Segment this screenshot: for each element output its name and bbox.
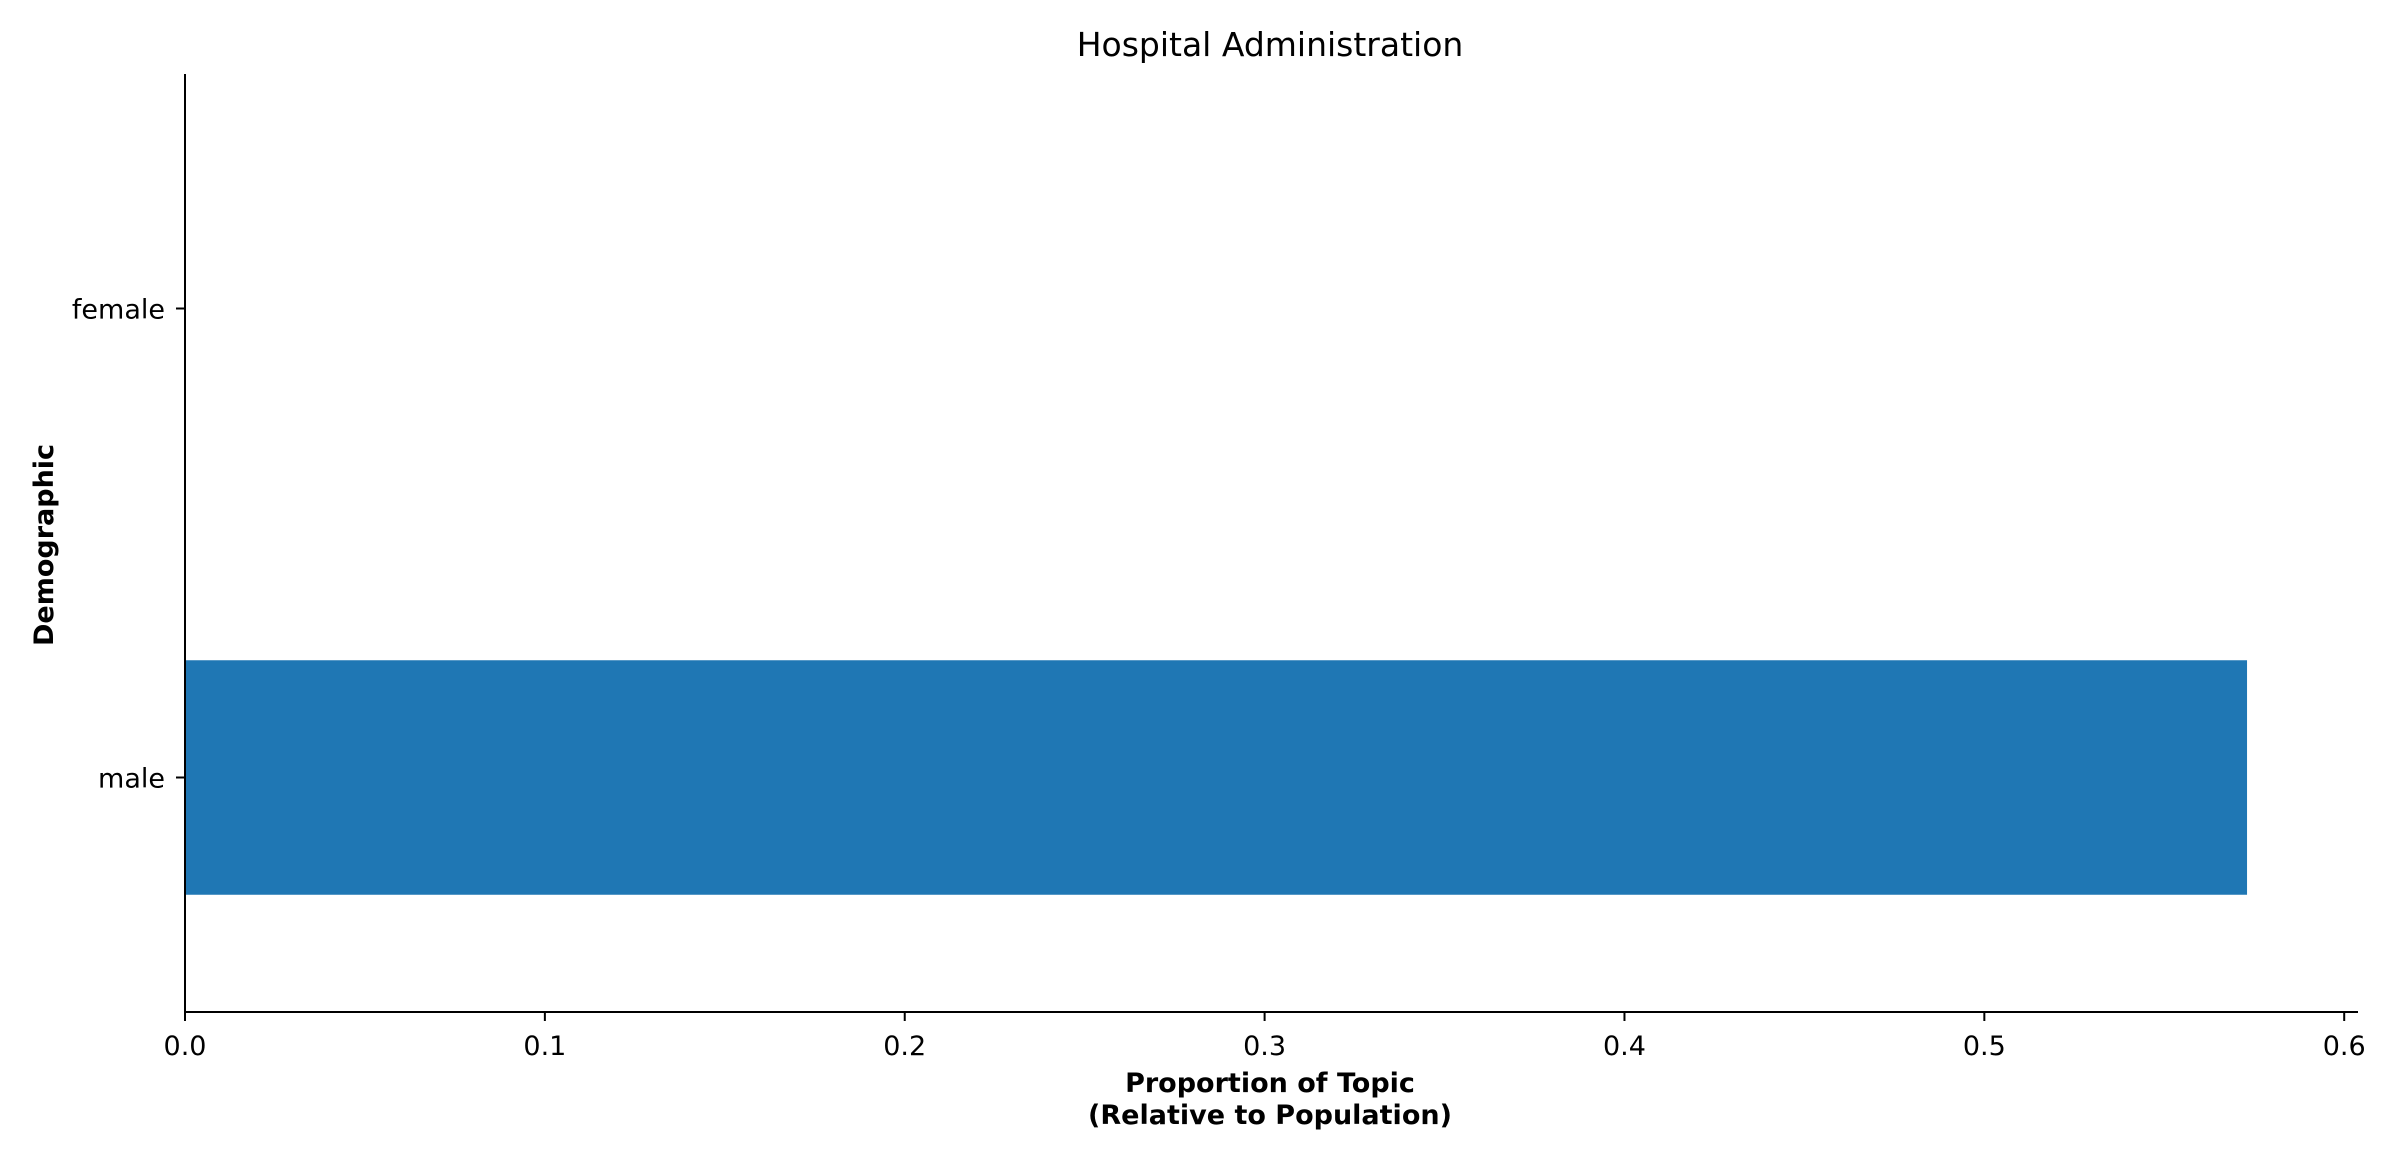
y-ticks-group: male female	[72, 295, 185, 795]
x-axis-label-line-1: Proportion of Topic	[1125, 1068, 1415, 1099]
x-axis-label-line-2: (Relative to Population)	[1088, 1100, 1452, 1131]
chart-title: Hospital Administration	[1077, 25, 1464, 64]
x-tick-label: 0.6	[2323, 1031, 2366, 1062]
y-tick-label-male: male	[98, 764, 165, 795]
x-tick-label: 0.1	[523, 1031, 566, 1062]
x-tick-label: 0.0	[164, 1031, 207, 1062]
y-tick-label-female: female	[72, 295, 165, 326]
x-tick-label: 0.5	[1963, 1031, 2006, 1062]
y-axis-label: Demographic	[29, 444, 60, 646]
x-tick-label: 0.2	[883, 1031, 926, 1062]
x-ticks-group: 0.0 0.1 0.2 0.3 0.4 0.5 0.6	[164, 1012, 2366, 1062]
x-tick-label: 0.3	[1243, 1031, 1286, 1062]
bar-male	[185, 660, 2248, 895]
bars-group	[185, 660, 2248, 895]
x-tick-label: 0.4	[1603, 1031, 1646, 1062]
